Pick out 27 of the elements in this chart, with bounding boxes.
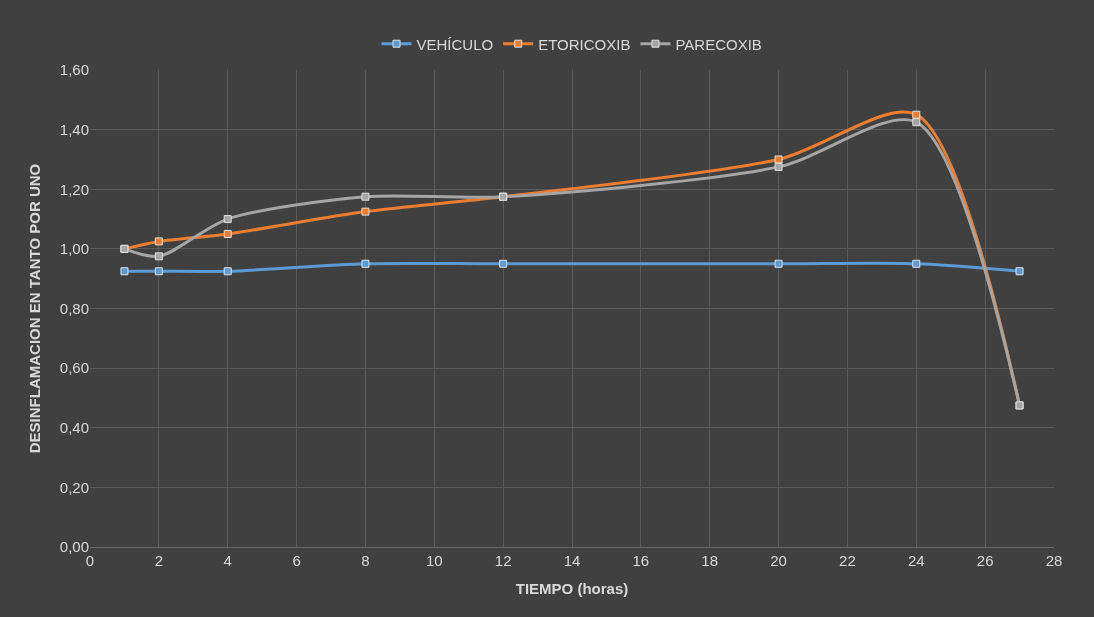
x-tick-label: 22 [839,552,856,569]
y-tick-label: 0,60 [59,359,89,377]
legend-label: VEHÍCULO [416,35,494,53]
x-tick-label: 10 [425,552,443,569]
x-axis-title: TIEMPO (horas) [515,580,629,597]
x-tick-label: 24 [907,552,925,569]
x-tick-label: 6 [292,552,301,569]
y-tick-label: 1,00 [59,240,89,258]
x-tick-label: 4 [223,552,232,569]
y-axis-title: DESINFLAMACION EN TANTO POR UNO [26,163,44,454]
x-tick-label: 8 [361,552,370,569]
x-tick-label: 28 [1045,552,1063,569]
y-tick-label: 1,60 [59,61,89,79]
x-tick-label: 26 [976,552,994,569]
y-tick-label: 1,20 [59,180,89,198]
x-tick-label: 12 [494,552,512,569]
x-tick-label: 20 [770,552,787,569]
y-tick-label: 0,20 [59,478,89,496]
y-tick-label: 0,80 [59,299,89,317]
legend-label: PARECOXIB [675,35,762,53]
y-tick-label: 0,40 [59,419,89,436]
x-tick-label: 16 [632,552,650,569]
y-tick-label: 1,40 [59,120,89,138]
x-tick-label: 18 [701,552,719,569]
x-tick-label: 2 [154,552,164,569]
legend-label: ETORICOXIB [538,35,631,53]
x-tick-label: 14 [563,552,581,569]
